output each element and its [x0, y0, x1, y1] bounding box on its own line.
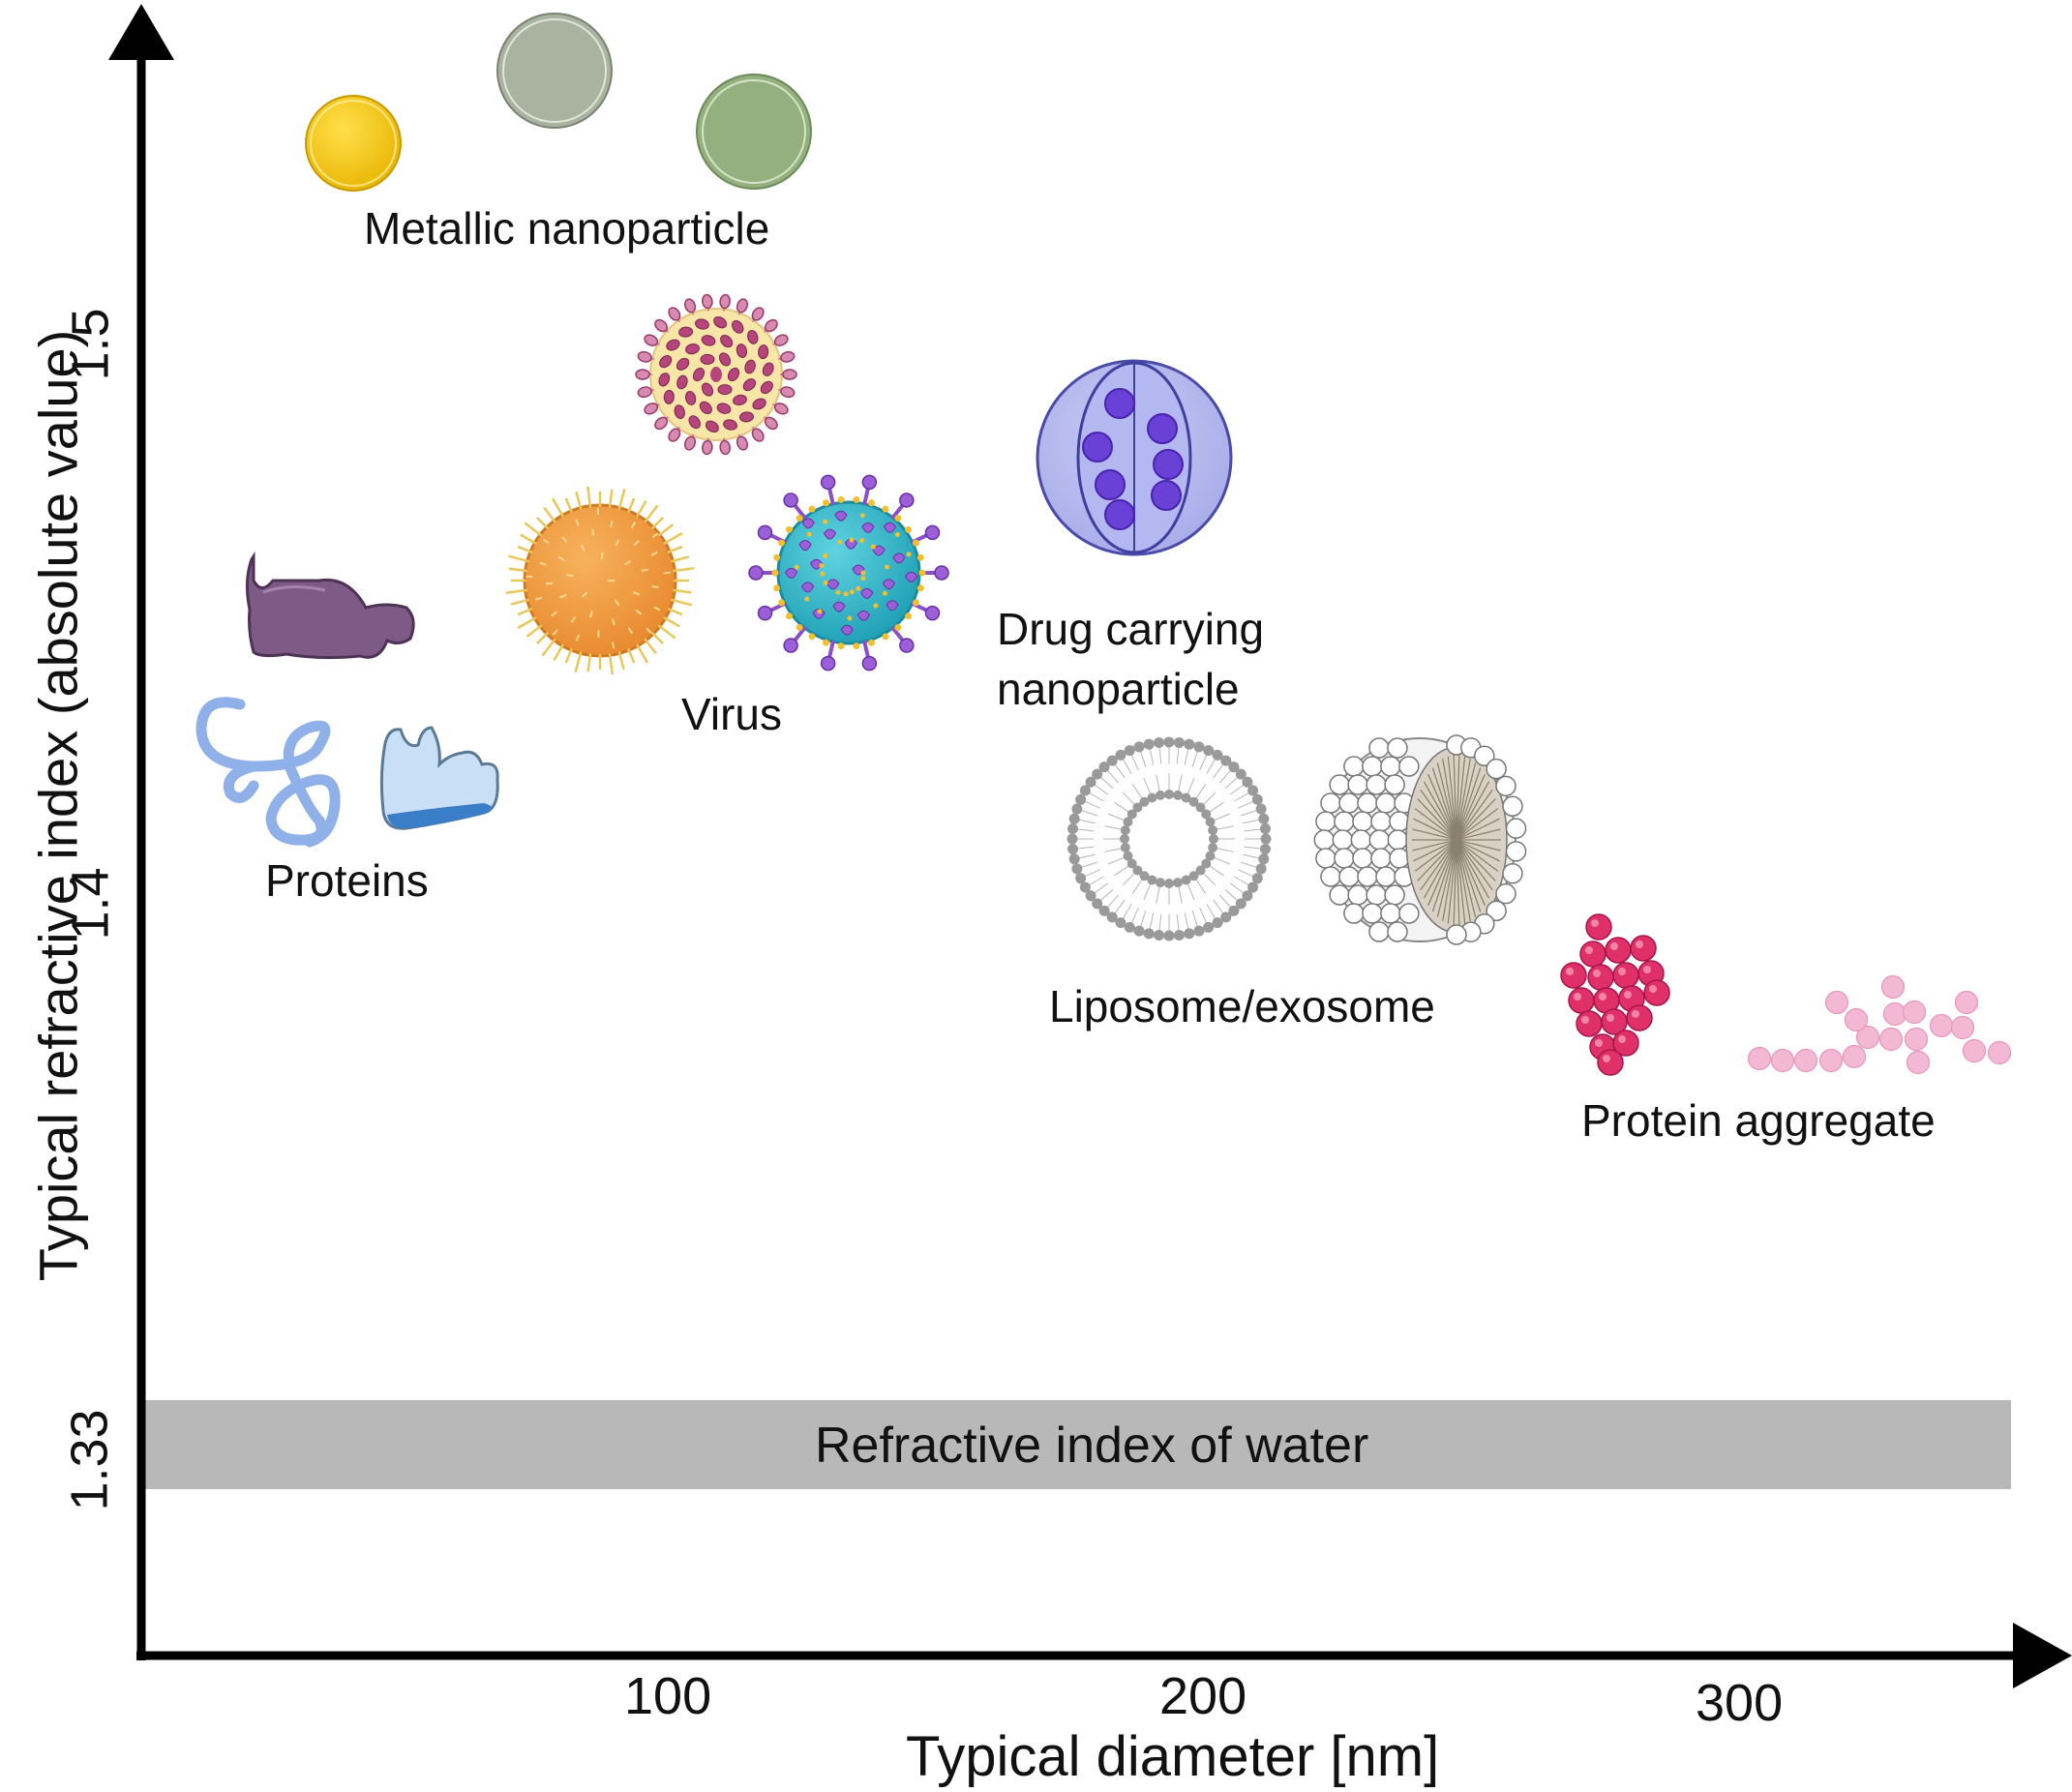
y-axis-title: Typical refractive index (absolute value… [27, 329, 89, 1282]
virus-label: Virus [681, 689, 782, 739]
drug-label-line1: Drug carrying [997, 604, 1265, 654]
protein-pocket-icon [379, 726, 499, 830]
y-axis [108, 4, 174, 1660]
aggregate-label: Protein aggregate [1581, 1095, 1936, 1146]
corona-virus-icon [748, 474, 949, 672]
drug-label-line2: nanoparticle [997, 664, 1240, 714]
x-axis-title: Typical diameter [nm] [906, 1725, 1440, 1788]
protein-blob-icon [245, 552, 415, 660]
x-tick-100: 100 [624, 1667, 712, 1725]
proteins-label: Proteins [265, 855, 429, 906]
grey-nanoparticle-icon [496, 13, 613, 129]
orange-virus-icon [505, 486, 695, 675]
liposome-label: Liposome/exosome [1049, 981, 1435, 1031]
y-axis-arrowhead [108, 4, 174, 60]
liposome-icon [1066, 736, 1272, 941]
dense-aggregate-icon [1560, 913, 1670, 1076]
metallic-label: Metallic nanoparticle [364, 203, 770, 254]
x-tick-200: 200 [1159, 1667, 1247, 1725]
x-tick-300: 300 [1696, 1674, 1784, 1732]
protein-coil-icon [195, 697, 341, 848]
gold-nanoparticle-icon [305, 95, 402, 192]
spiky-virus-icon [635, 293, 797, 456]
drug-carrier-icon [1036, 359, 1233, 556]
exosome-icon [1313, 734, 1527, 945]
chain-aggregate-icon [1747, 974, 2012, 1075]
green-nanoparticle-icon [696, 74, 812, 190]
y-tick-1.33: 1.33 [60, 1409, 119, 1511]
x-axis [136, 1623, 2072, 1688]
water-band-label: Refractive index of water [815, 1418, 1369, 1474]
x-axis-arrowhead [2013, 1623, 2072, 1688]
water-band [145, 1400, 2011, 1489]
